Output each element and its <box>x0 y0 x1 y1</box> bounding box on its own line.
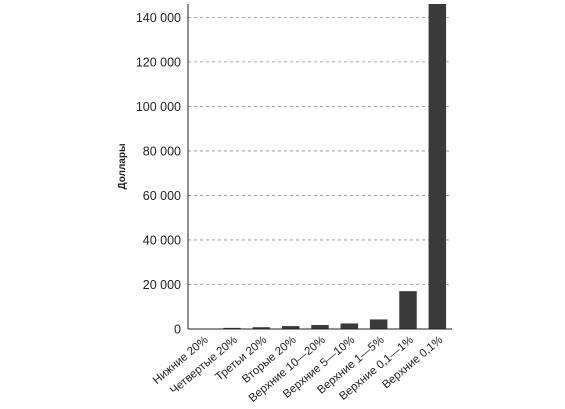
bar <box>399 291 417 329</box>
bar <box>252 327 271 329</box>
y-tick-label: 60 000 <box>143 189 181 203</box>
x-tick-labels: Нижние 20%Четвертые 20%Третьи 20%Вторые … <box>151 334 445 405</box>
bar <box>369 319 388 329</box>
bar <box>281 326 300 329</box>
bar <box>311 324 329 329</box>
y-tick-label: 140 000 <box>136 11 181 25</box>
bar <box>223 327 241 329</box>
gridlines <box>188 16 452 285</box>
y-tick-label: 20 000 <box>143 278 181 292</box>
y-tick-label: 100 000 <box>136 100 181 114</box>
bars <box>193 4 447 330</box>
y-axis-title: Доллары <box>117 143 128 189</box>
y-tick-label: 40 000 <box>143 233 181 247</box>
y-tick-label: 80 000 <box>143 144 181 158</box>
bar <box>428 4 447 329</box>
y-tick-label: 120 000 <box>136 55 181 69</box>
y-tick-labels: 0 20 000 40 000 60 000 80 000 100 000 120 000 1… <box>136 11 181 337</box>
y-tick-label: 0 <box>174 323 181 337</box>
bar <box>340 323 359 329</box>
